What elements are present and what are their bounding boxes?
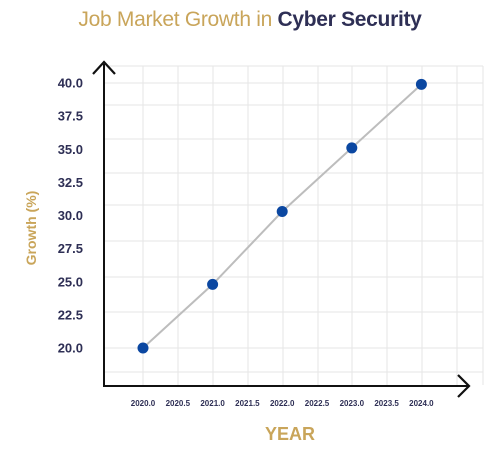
- data-point: [137, 342, 149, 354]
- grid-lines: [103, 65, 484, 385]
- chart-title-part1: Job Market Growth in: [78, 8, 278, 31]
- x-tick-labels: 2020.0 2020.5 2021.0 2021.5 2022.0 2022.5 2023…: [131, 399, 434, 408]
- x-tick-label: 2021.0: [200, 399, 225, 408]
- y-tick-label: 40.0: [58, 76, 83, 91]
- y-axis-label: Growth (%): [23, 191, 39, 266]
- x-tick-label: 2021.5: [235, 399, 260, 408]
- x-tick-label: 2023.5: [374, 399, 399, 408]
- x-axis-arrow: [457, 374, 471, 398]
- y-tick-labels: 20.0 22.5 25.0 27.5 30.0 32.5 35.0 37.5 40.0: [58, 76, 83, 356]
- chart-title: Job Market Growth in Cyber Security: [0, 8, 500, 32]
- y-tick-label: 30.0: [58, 208, 83, 223]
- y-tick-label: 32.5: [58, 175, 83, 190]
- axes: [92, 60, 471, 398]
- data-point: [276, 206, 288, 218]
- chart-title-part2: Cyber Security: [277, 8, 422, 31]
- y-tick-label: 22.5: [58, 307, 83, 322]
- x-tick-label: 2023.0: [340, 399, 365, 408]
- x-tick-label: 2024.0: [409, 399, 434, 408]
- y-tick-label: 27.5: [58, 241, 83, 256]
- y-axis-arrow: [92, 60, 116, 75]
- y-tick-label: 37.5: [58, 109, 83, 124]
- data-point: [346, 142, 358, 154]
- y-tick-label: 25.0: [58, 274, 83, 289]
- data-point: [415, 78, 427, 90]
- y-tick-label: 35.0: [58, 142, 83, 157]
- x-tick-label: 2022.5: [305, 399, 330, 408]
- x-tick-label: 2020.0: [131, 399, 156, 408]
- y-tick-label: 20.0: [58, 341, 83, 356]
- x-axis-label: YEAR: [265, 424, 315, 444]
- data-series: [137, 78, 427, 354]
- data-point: [207, 278, 219, 290]
- x-tick-label: 2020.5: [166, 399, 191, 408]
- x-tick-label: 2022.0: [270, 399, 295, 408]
